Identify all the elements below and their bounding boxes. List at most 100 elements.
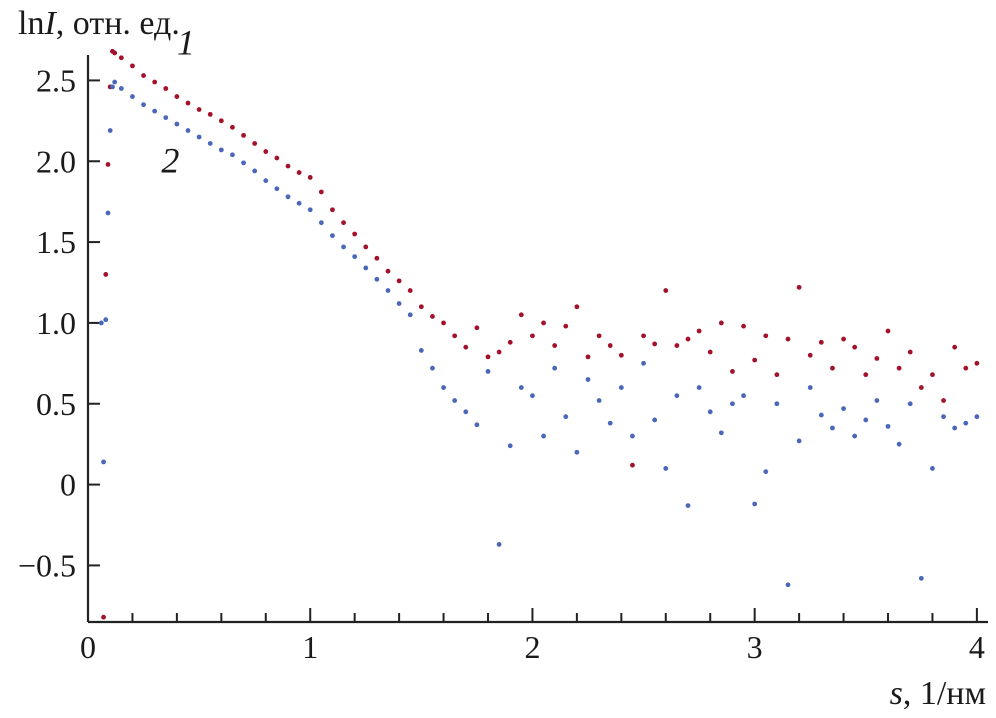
data-point: [274, 155, 280, 161]
data-point: [696, 328, 702, 334]
data-point: [352, 254, 358, 260]
data-point: [363, 244, 369, 250]
data-point: [496, 542, 502, 547]
data-point: [218, 118, 224, 124]
data-point: [730, 369, 735, 374]
data-point: [874, 356, 880, 361]
y-tick-label: 0: [60, 467, 76, 503]
data-point: [674, 343, 680, 348]
series-label-2: 2: [161, 141, 179, 181]
data-point: [103, 272, 109, 277]
y-tick-label: 1.5: [36, 224, 76, 260]
data-point: [430, 314, 435, 319]
data-point: [818, 412, 824, 418]
data-point: [418, 348, 424, 353]
data-point: [463, 409, 469, 415]
data-point: [552, 365, 558, 371]
data-point: [518, 385, 524, 390]
data-point: [218, 147, 224, 153]
data-point: [485, 354, 491, 360]
data-point: [518, 312, 524, 318]
data-point: [530, 393, 535, 399]
data-point: [141, 73, 146, 78]
axes: 0 1 2 3 4 −0.5 0 0.5 1.0 1.5 2.0 2.5: [18, 55, 988, 665]
data-point: [185, 128, 191, 133]
data-point: [630, 433, 635, 439]
series-label-1: 1: [177, 23, 195, 63]
data-point: [974, 360, 980, 366]
data-point: [230, 124, 235, 130]
data-point: [585, 354, 591, 360]
data-point: [407, 312, 413, 318]
data-point: [207, 111, 213, 117]
y-tick-label: 0.5: [36, 386, 76, 422]
data-point: [196, 107, 202, 112]
data-point: [207, 141, 213, 146]
data-point: [396, 301, 402, 306]
data-point: [663, 466, 669, 471]
data-point: [452, 333, 458, 339]
data-point: [418, 304, 424, 310]
data-point: [830, 425, 835, 431]
data-point: [741, 393, 746, 399]
data-point: [596, 333, 602, 339]
data-point: [885, 423, 891, 429]
data-point: [152, 108, 158, 114]
data-point: [818, 339, 824, 345]
data-point: [930, 466, 935, 471]
data-point: [707, 409, 713, 415]
data-point: [103, 317, 109, 323]
data-point: [574, 304, 580, 310]
data-point: [174, 94, 180, 99]
data-point: [896, 365, 902, 371]
y-tick-label: 2.5: [36, 62, 76, 98]
data-point: [330, 207, 335, 213]
x-tick-label: 1: [302, 629, 318, 665]
y-axis-title-variable: I: [43, 5, 57, 42]
data-point: [607, 420, 613, 426]
data-point: [318, 189, 324, 195]
data-point: [918, 385, 924, 390]
data-point: [718, 430, 724, 436]
data-point: [174, 121, 180, 127]
data-point: [241, 132, 246, 138]
data-point: [874, 398, 880, 403]
data-point: [474, 422, 480, 428]
data-point: [630, 462, 635, 468]
data-point: [752, 357, 758, 363]
data-point: [101, 614, 106, 620]
x-tick-label: 4: [969, 629, 985, 665]
data-point: [105, 162, 111, 167]
data-point: [918, 575, 924, 581]
data-point: [407, 288, 413, 293]
data-point: [730, 401, 735, 407]
data-point: [374, 255, 380, 261]
data-point: [118, 86, 124, 91]
data-point: [130, 63, 135, 69]
data-point: [105, 210, 111, 216]
data-point: [163, 86, 169, 91]
series-1-points: [101, 48, 980, 620]
data-point: [830, 365, 835, 371]
y-axis-title-units: , отн. ед.: [56, 5, 180, 42]
data-point: [741, 323, 746, 329]
data-point: [252, 168, 258, 174]
data-point: [112, 79, 118, 85]
data-point: [241, 160, 246, 166]
data-point: [563, 323, 569, 329]
data-point: [707, 349, 713, 355]
data-point: [785, 336, 791, 342]
data-point: [196, 134, 202, 140]
data-point: [296, 170, 302, 175]
data-point: [952, 425, 958, 431]
data-point: [430, 365, 435, 371]
data-point: [118, 55, 124, 61]
data-point: [163, 115, 169, 120]
data-points: [98, 48, 980, 620]
data-point: [110, 84, 115, 90]
data-point: [941, 414, 946, 420]
data-point: [541, 320, 546, 326]
data-point: [98, 320, 104, 326]
data-point: [385, 268, 391, 274]
